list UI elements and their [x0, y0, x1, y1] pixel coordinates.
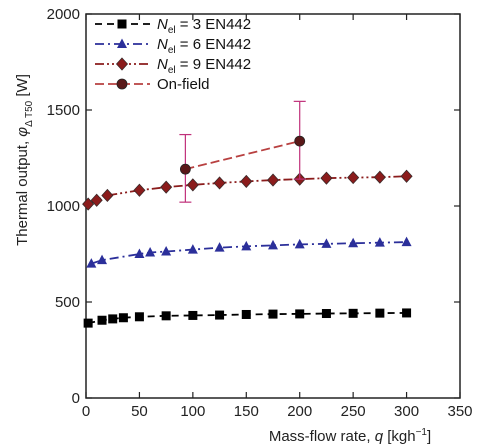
- data-point: [401, 236, 412, 247]
- legend-item: Nel = 6 EN442: [95, 36, 251, 56]
- x-tick-label: 150: [234, 403, 259, 420]
- legend-marker: [117, 19, 127, 29]
- data-point: [241, 309, 251, 319]
- y-tick-label: 1000: [47, 198, 80, 215]
- legend-marker: [117, 38, 127, 48]
- x-tick-label: 350: [447, 403, 472, 420]
- data-point: [97, 254, 108, 265]
- data-point: [160, 180, 173, 194]
- legend-marker: [116, 78, 128, 90]
- data-point: [321, 309, 331, 319]
- data-point: [321, 238, 332, 248]
- x-tick-label: 50: [131, 403, 148, 420]
- data-point: [118, 313, 128, 323]
- series-line: [185, 140, 300, 171]
- plot-area: [85, 13, 461, 399]
- data-point: [402, 308, 412, 318]
- y-tick-label: 500: [55, 294, 80, 311]
- series-4: [179, 100, 306, 203]
- x-tick-label: 0: [82, 403, 90, 420]
- data-point: [268, 309, 278, 319]
- data-point: [187, 244, 198, 254]
- data-point: [97, 315, 107, 325]
- y-tick-label: 2000: [47, 6, 80, 23]
- data-point: [294, 135, 306, 147]
- legend-item: On-field: [95, 76, 210, 93]
- data-point: [134, 312, 144, 322]
- y-tick-label: 0: [72, 390, 80, 407]
- data-point: [83, 318, 93, 328]
- x-tick-label: 100: [180, 403, 205, 420]
- data-point: [145, 246, 156, 257]
- legend-label: On-field: [157, 76, 210, 93]
- legend-marker: [115, 57, 129, 71]
- data-point: [240, 174, 253, 189]
- data-point: [268, 239, 278, 250]
- data-point: [161, 246, 172, 256]
- data-point: [161, 311, 171, 321]
- series-line: [87, 175, 407, 205]
- legend-label: Nel = 6 EN442: [157, 36, 251, 56]
- data-point: [133, 183, 146, 197]
- data-point: [179, 163, 191, 175]
- data-point: [266, 173, 280, 187]
- data-point: [348, 237, 359, 248]
- data-point: [400, 169, 413, 183]
- data-point: [213, 176, 226, 190]
- data-point: [295, 309, 305, 319]
- legend-label: Nel = 9 EN442: [157, 56, 251, 76]
- data-point: [215, 310, 225, 320]
- series-2: [86, 236, 412, 268]
- data-point: [108, 314, 118, 324]
- axis-ticks: 0 50 100 150 200 250 300 350 0 500 1000 1500 2000: [47, 6, 473, 420]
- legend-label: Nel = 3 EN442: [157, 16, 251, 36]
- data-point: [134, 248, 145, 258]
- data-point: [90, 193, 103, 207]
- data-point: [82, 197, 95, 211]
- data-point: [294, 238, 305, 249]
- data-point: [320, 171, 333, 185]
- data-point: [373, 170, 386, 184]
- data-point: [86, 258, 97, 268]
- data-point: [375, 308, 385, 318]
- data-point: [188, 310, 198, 320]
- data-point: [241, 240, 252, 251]
- series-3: [82, 169, 413, 211]
- data-point: [101, 188, 114, 203]
- data-point: [347, 170, 360, 185]
- y-axis-label: Thermal output, φΔ T50 [W]: [14, 74, 35, 246]
- data-point: [374, 237, 385, 247]
- x-axis-label: Mass-flow rate, q [kgh−1]: [269, 427, 431, 445]
- y-tick-label: 1500: [47, 102, 80, 119]
- x-tick-label: 200: [287, 403, 312, 420]
- x-tick-label: 250: [341, 403, 366, 420]
- legend-item: Nel = 9 EN442: [95, 56, 251, 76]
- data-point: [214, 242, 225, 252]
- series-layer: [82, 100, 413, 328]
- data-point: [186, 178, 199, 192]
- legend-item: Nel = 3 EN442: [95, 16, 251, 36]
- x-tick-label: 300: [394, 403, 419, 420]
- series-1: [83, 308, 412, 328]
- data-point: [348, 308, 358, 318]
